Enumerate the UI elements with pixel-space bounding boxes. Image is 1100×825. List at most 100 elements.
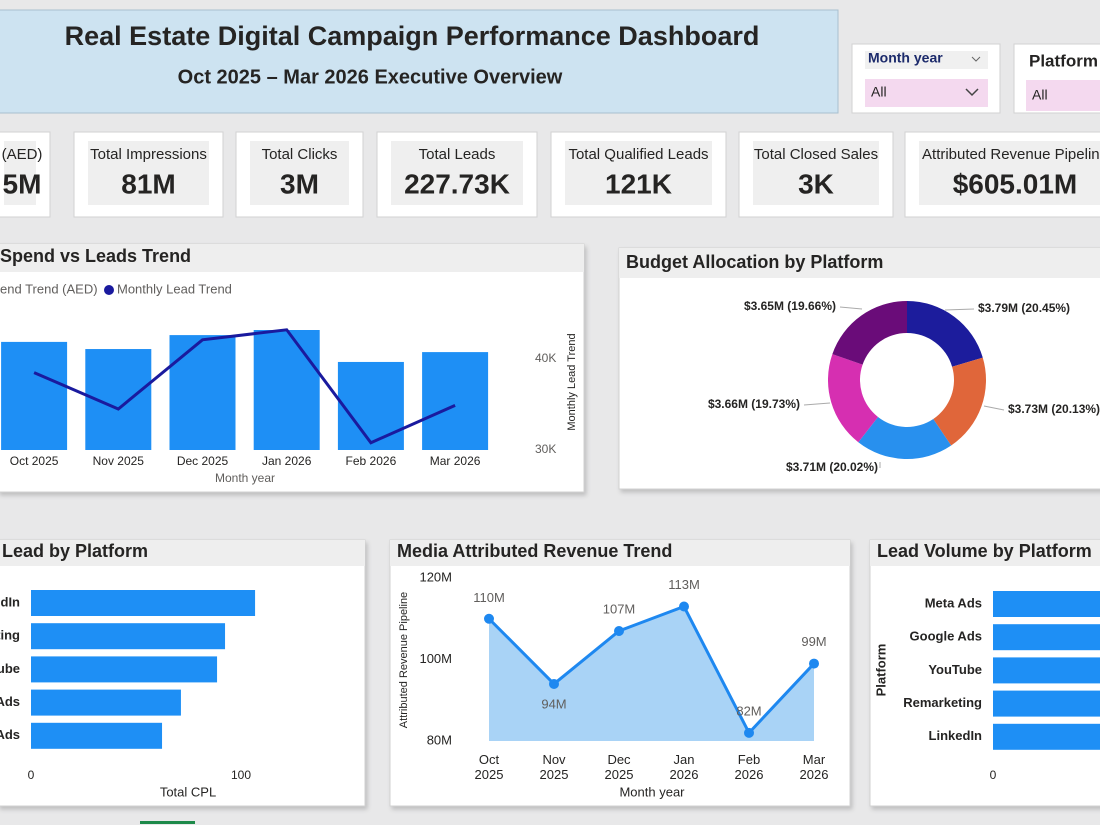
kpi-value: 3K [798, 168, 834, 199]
y2-tick-label: 30K [535, 442, 556, 456]
donut-slice [858, 417, 952, 460]
y-tick-label: Meta Ads [925, 595, 982, 610]
kpi-inner [391, 141, 523, 205]
title: Real Estate Digital Campaign Performance… [65, 21, 760, 51]
kpi-inner [250, 141, 349, 205]
point [679, 601, 689, 612]
x-tick-label: Oct 2025 [10, 454, 59, 468]
data-label: $3.79M (20.45%) [978, 301, 1070, 315]
filter-label: Platform [1029, 51, 1098, 70]
data-label: $3.71M (20.02%) [786, 460, 878, 474]
card-header [0, 540, 365, 566]
y2-tick-label: 40K [535, 351, 556, 365]
chart-title: Lead Volume by Platform [877, 541, 1092, 561]
chart-title: Media Attributed Revenue Trend [397, 541, 672, 561]
x-tick-label: 0 [990, 768, 997, 782]
donut-slice [933, 357, 986, 446]
axis-title: Month year [215, 471, 275, 485]
kpi-inner [565, 141, 712, 205]
chart-title: Lead by Platform [2, 541, 148, 561]
header-box [0, 9, 839, 114]
x-tick-label: Jan 2026 [670, 752, 699, 782]
kpi-label: Total Closed Sales [754, 146, 878, 163]
donut-slice [832, 301, 907, 365]
leader-line [803, 402, 831, 406]
card-header [870, 540, 1100, 566]
point [484, 613, 494, 624]
chevron [971, 56, 981, 62]
bar [993, 624, 1100, 651]
kpi-value: 121K [605, 168, 672, 199]
x-tick-label: Feb 2026 [735, 752, 764, 782]
filter-value: All [1032, 87, 1048, 103]
x-tick-label: Jan 2026 [262, 454, 312, 468]
point [614, 625, 624, 636]
y-tick-label: Remarketing [903, 695, 982, 710]
x-tick-label: Dec 2025 [605, 752, 634, 782]
kpi-inner [4, 141, 36, 205]
x-tick-label: Dec 2025 [177, 454, 229, 468]
axis-title: Monthly Lead Trend [566, 333, 578, 430]
tab-indicator [140, 821, 195, 824]
y-tick-label: 80M [427, 732, 452, 747]
chart-title: Spend vs Leads Trend [0, 246, 191, 266]
point [744, 727, 754, 738]
leader-line [839, 306, 863, 310]
filter-label: Month year [868, 50, 943, 66]
x-tick-label: Feb 2026 [346, 454, 397, 468]
line [33, 328, 456, 445]
chevron [965, 88, 979, 97]
y-tick-label: ube [0, 661, 20, 676]
kpi-label: Total Qualified Leads [568, 146, 708, 163]
kpi-inner [919, 141, 1100, 205]
axis-title: Total CPL [160, 784, 216, 799]
leader-line [944, 308, 975, 311]
bar [31, 623, 226, 650]
kpi-label: Total Leads [419, 146, 496, 163]
donut-slice [907, 301, 983, 367]
card-header [0, 244, 584, 272]
kpi-value: 227.73K [404, 168, 510, 199]
legend-dot [104, 285, 114, 295]
kpi-label: Attributed Revenue Pipeline [922, 146, 1100, 163]
data-label: $3.66M (19.73%) [708, 397, 800, 411]
card-header [619, 248, 1100, 278]
data-label: 113M [668, 577, 700, 592]
kpi-label: Total Clicks [262, 146, 338, 163]
filter-header [865, 51, 988, 69]
data-label: 99M [801, 634, 826, 649]
y-tick-label: 100M [419, 651, 452, 666]
data-label: $3.65M (19.66%) [744, 299, 836, 313]
y-tick-label: 120M [419, 569, 452, 584]
x-tick-label: Mar 2026 [800, 752, 829, 782]
data-label: $3.73M (20.13%) [1008, 402, 1100, 416]
axis-title: Platform [873, 644, 888, 697]
point [549, 678, 559, 689]
data-label: 110M [473, 590, 505, 605]
legend-label: Monthly Lead Trend [117, 281, 232, 296]
kpi-value: 81M [121, 168, 175, 199]
y-tick-label: YouTube [928, 662, 982, 677]
kpi-label: (AED) [2, 146, 43, 163]
legend-label: end Trend (AED) [0, 281, 98, 296]
filter-dropdown[interactable] [1026, 80, 1100, 111]
filter-dropdown[interactable] [865, 79, 988, 107]
bar [253, 330, 320, 450]
bar [169, 335, 236, 450]
point [809, 658, 819, 669]
y-tick-label: Ads [0, 727, 20, 742]
y-tick-label: dIn [1, 594, 21, 609]
x-tick-label: 100 [231, 768, 251, 782]
subtitle: Oct 2025 – Mar 2026 Executive Overview [178, 66, 563, 88]
x-tick-label: Nov 2025 [540, 752, 569, 782]
kpi-inner [753, 141, 879, 205]
bar [993, 591, 1100, 617]
bar [31, 689, 181, 716]
bar [337, 361, 404, 450]
y-tick-label: Ads [0, 694, 20, 709]
bar [31, 656, 218, 683]
bar [993, 723, 1100, 750]
y-tick-label: Google Ads [910, 629, 982, 644]
